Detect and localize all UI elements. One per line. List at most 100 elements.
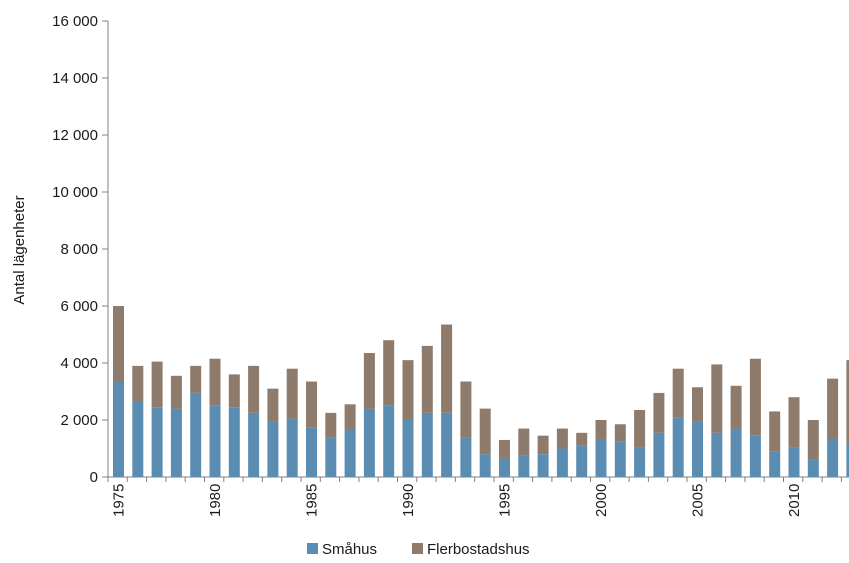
bar-flerbostadshus-2003 xyxy=(653,392,665,433)
bar-flerbostadshus-1985 xyxy=(306,381,317,428)
x-tick-label: 1995 xyxy=(497,484,514,517)
bar-smahus-2001 xyxy=(614,441,626,478)
bar-flerbostadshus-2006 xyxy=(711,364,723,433)
bar-smahus-2011 xyxy=(807,459,819,477)
bar-flerbostadshus-1978 xyxy=(170,375,182,409)
legend-label-smahus: Småhus xyxy=(322,541,377,558)
legend-label-flerbostadshus: Flerbostadshus xyxy=(427,541,530,558)
bar-smahus-1989 xyxy=(383,405,395,477)
y-tick-label: 12 000 xyxy=(52,127,98,144)
bar-smahus-2010 xyxy=(788,447,800,477)
bar-flerbostadshus-1983 xyxy=(267,388,279,422)
bar-flerbostadshus-1984 xyxy=(286,368,298,419)
bar-smahus-1981 xyxy=(228,407,240,477)
y-tick-label: 0 xyxy=(90,469,98,486)
y-tick-label: 2 000 xyxy=(60,412,98,429)
y-tick-label: 14 000 xyxy=(52,70,98,87)
bar-smahus-2007 xyxy=(730,428,742,477)
bar-smahus-2009 xyxy=(769,451,781,477)
bar-flerbostadshus-1999 xyxy=(576,432,588,446)
bar-smahus-1990 xyxy=(402,420,414,477)
bar-smahus-1993 xyxy=(460,437,472,477)
bar-flerbostadshus-1992 xyxy=(441,324,453,413)
x-tick-label: 2010 xyxy=(786,484,803,517)
x-tick-label: 1990 xyxy=(400,484,417,517)
y-axis-title: Antal lägenheter xyxy=(11,195,28,304)
bar-flerbostadshus-1982 xyxy=(248,365,260,413)
y-tick-label: 8 000 xyxy=(60,241,98,258)
bar-smahus-2008 xyxy=(749,435,761,477)
bar-flerbostadshus-2005 xyxy=(692,387,703,422)
bar-smahus-1982 xyxy=(248,412,260,478)
bar-smahus-1983 xyxy=(267,421,279,477)
bar-smahus-1975 xyxy=(113,381,124,477)
bar-flerbostadshus-1988 xyxy=(363,353,375,409)
bar-flerbostadshus-2000 xyxy=(595,420,607,440)
bar-smahus-2003 xyxy=(653,432,665,477)
bar-flerbostadshus-2004 xyxy=(672,368,684,418)
bar-smahus-1988 xyxy=(363,408,375,477)
x-tick-label: 2000 xyxy=(593,484,610,517)
bar-flerbostadshus-1998 xyxy=(556,428,568,449)
bar-flerbostadshus-1993 xyxy=(460,381,472,438)
bar-smahus-1987 xyxy=(344,429,356,477)
bar-flerbostadshus-1986 xyxy=(325,412,337,438)
bar-smahus-2000 xyxy=(595,439,607,477)
bar-flerbostadshus-2011 xyxy=(807,420,819,460)
y-tick-label: 16 000 xyxy=(52,13,98,30)
y-tick-label: 4 000 xyxy=(60,355,98,372)
bar-flerbostadshus-2002 xyxy=(634,410,646,448)
x-tick-label: 2005 xyxy=(690,484,707,517)
bar-smahus-1996 xyxy=(518,455,530,478)
bar-smahus-1977 xyxy=(151,407,163,477)
bar-flerbostadshus-1997 xyxy=(537,435,549,455)
legend: Småhus Flerbostadshus xyxy=(307,541,530,558)
legend-swatch-smahus xyxy=(307,543,318,554)
bar-flerbostadshus-2013 xyxy=(846,360,849,445)
bar-smahus-1994 xyxy=(479,454,491,477)
y-tick-label: 10 000 xyxy=(52,184,98,201)
bar-smahus-1999 xyxy=(576,445,588,477)
bar-flerbostadshus-2012 xyxy=(827,378,839,439)
legend-swatch-flerbostadshus xyxy=(412,543,423,554)
bar-flerbostadshus-1979 xyxy=(190,365,202,393)
bar-flerbostadshus-1991 xyxy=(421,345,433,413)
bar-flerbostadshus-1977 xyxy=(151,361,163,408)
x-tick-label: 1985 xyxy=(304,484,321,517)
bar-flerbostadshus-2009 xyxy=(769,411,781,452)
bar-smahus-1986 xyxy=(325,437,337,477)
x-tick-label: 1980 xyxy=(207,484,224,517)
bar-smahus-1980 xyxy=(209,405,221,477)
bar-flerbostadshus-1975 xyxy=(113,306,124,382)
bar-flerbostadshus-2001 xyxy=(614,424,626,442)
bar-flerbostadshus-1987 xyxy=(344,404,356,430)
bar-flerbostadshus-1995 xyxy=(499,439,510,459)
bar-smahus-1991 xyxy=(421,412,433,478)
bar-flerbostadshus-2007 xyxy=(730,385,742,429)
bar-smahus-2013 xyxy=(846,444,849,477)
bars xyxy=(113,306,849,478)
bar-flerbostadshus-1976 xyxy=(132,365,144,402)
bar-flerbostadshus-1990 xyxy=(402,360,414,420)
bar-flerbostadshus-1981 xyxy=(228,374,240,408)
bar-smahus-2012 xyxy=(827,438,839,477)
bar-smahus-1978 xyxy=(170,408,182,477)
x-tick-label: 1975 xyxy=(111,484,128,517)
bar-smahus-2006 xyxy=(711,432,723,477)
bar-smahus-2005 xyxy=(692,421,703,477)
bar-smahus-1979 xyxy=(190,392,202,477)
bar-smahus-1976 xyxy=(132,401,144,477)
bar-smahus-1992 xyxy=(441,412,453,478)
bar-flerbostadshus-1989 xyxy=(383,340,395,406)
bar-flerbostadshus-2008 xyxy=(749,358,761,436)
bar-smahus-1998 xyxy=(556,448,568,477)
bar-smahus-1985 xyxy=(306,427,317,478)
bar-flerbostadshus-1980 xyxy=(209,358,221,406)
bar-flerbostadshus-2010 xyxy=(788,397,800,448)
bar-flerbostadshus-1994 xyxy=(479,408,491,455)
bar-flerbostadshus-1996 xyxy=(518,428,530,456)
tick-labels: 0 2 000 4 000 6 000 8 000 10 000 12 000 14 000 1… xyxy=(52,13,803,517)
bar-smahus-1995 xyxy=(499,458,510,477)
